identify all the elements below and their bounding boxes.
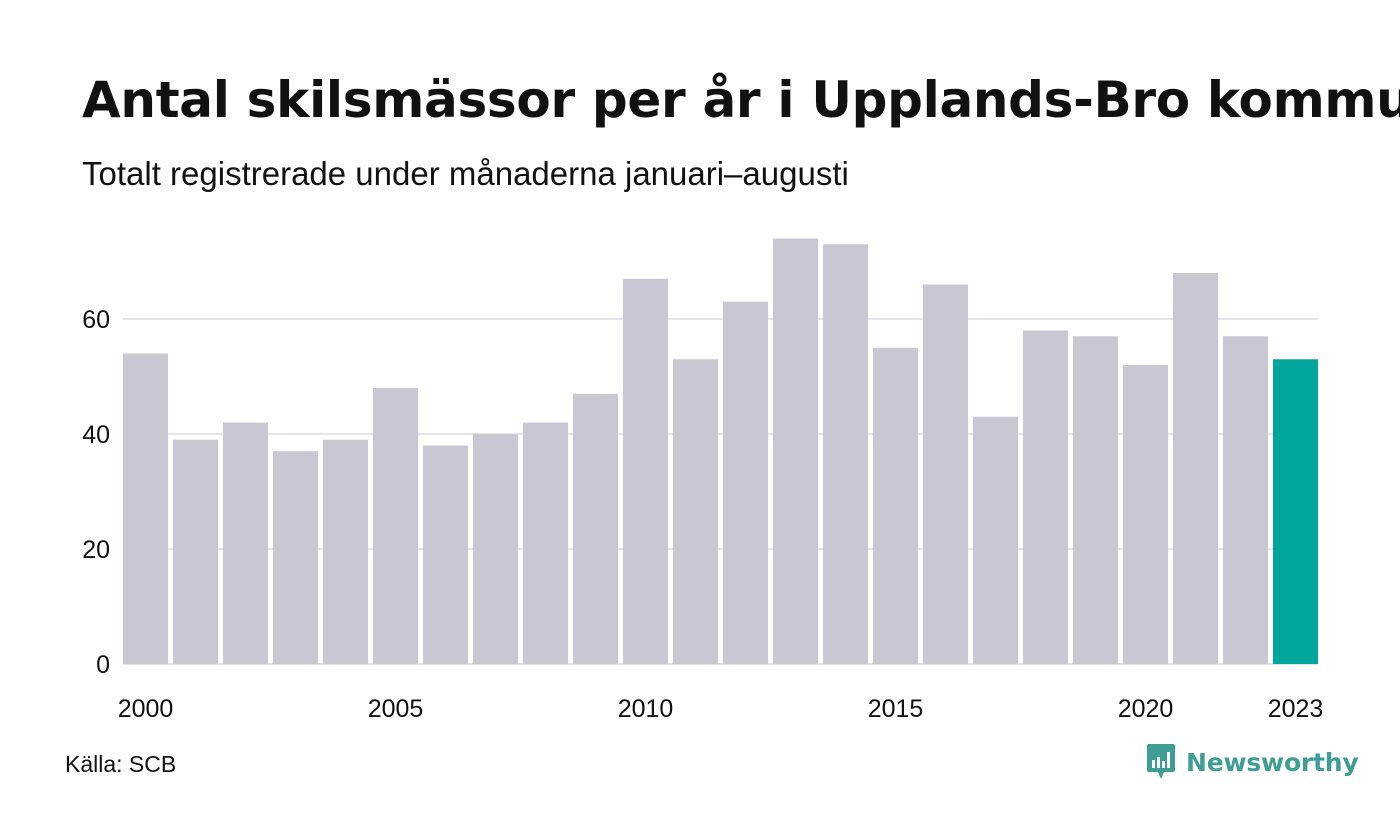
logo-wordmark: Newsworthy: [1186, 747, 1359, 777]
x-tick-label-2020: 2020: [1118, 695, 1174, 723]
bar-2015: [873, 347, 918, 664]
y-tick-label: 20: [82, 536, 110, 564]
bar-2020: [1123, 365, 1168, 664]
gridlines: [123, 318, 1318, 665]
bar-2007: [473, 434, 518, 664]
x-tick-label-2023: 2023: [1268, 695, 1324, 723]
bar-2005: [373, 388, 418, 664]
bar-2014: [823, 244, 868, 664]
bars: [123, 238, 1318, 664]
bar-2013: [773, 238, 818, 664]
bar-2003: [273, 451, 318, 664]
bar-2010: [623, 278, 668, 664]
newsworthy-chart-bubble-icon: [1147, 744, 1175, 779]
chart-subtitle: Totalt registrerade under månaderna janu…: [82, 155, 849, 192]
bar-2008: [523, 422, 568, 664]
x-tick-label-2015: 2015: [868, 695, 924, 723]
bar-2002: [223, 422, 268, 664]
y-tick-label: 60: [82, 306, 110, 334]
bar-2019: [1073, 336, 1118, 664]
bar-2018: [1023, 330, 1068, 664]
x-tick-label-2000: 2000: [118, 695, 174, 723]
source-credit: Källa: SCB: [65, 751, 177, 777]
bar-2011: [673, 359, 718, 664]
bar-2022: [1223, 336, 1268, 664]
bar-2017: [973, 416, 1018, 664]
bar-2006: [423, 445, 468, 664]
x-axis-tick-labels: 2000 2005 2010 2015 2020 2023: [118, 695, 1324, 723]
bar-2021: [1173, 273, 1218, 664]
x-tick-label-2010: 2010: [618, 695, 674, 723]
x-tick-label-2005: 2005: [368, 695, 424, 723]
y-axis-tick-labels: 0 20 40 60: [82, 306, 110, 679]
chart-title: Antal skilsmässor per år i Upplands-Bro …: [82, 71, 1400, 129]
bar-2004: [323, 439, 368, 664]
y-tick-label: 40: [82, 421, 110, 449]
bar-2012: [723, 301, 768, 664]
bar-2000: [123, 353, 168, 664]
bar-2001: [173, 439, 218, 664]
y-tick-label: 0: [96, 651, 110, 679]
bar-2016: [923, 284, 968, 664]
bar-2023: [1273, 359, 1318, 664]
newsworthy-logo: Newsworthy: [1146, 742, 1359, 782]
bar-2009: [573, 393, 618, 664]
